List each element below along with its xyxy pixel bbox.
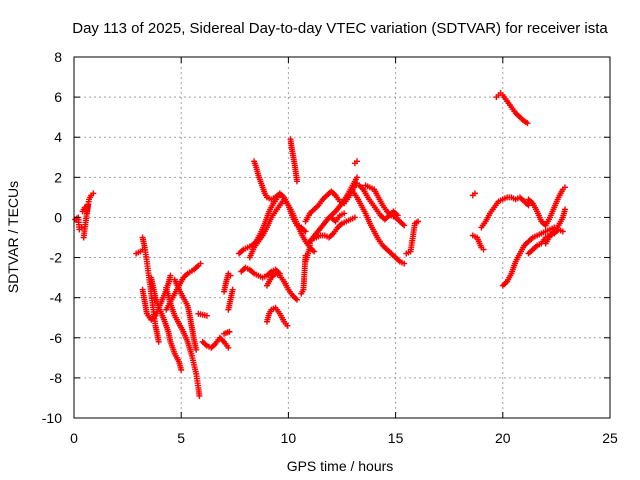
x-tick-label: 20 [495, 430, 511, 446]
y-tick-label: 6 [54, 89, 62, 105]
sdtvar-points-series [72, 90, 568, 399]
x-tick-label: 10 [281, 430, 297, 446]
x-tick-label: 5 [177, 430, 185, 446]
data-points [72, 90, 568, 399]
y-tick-label: 0 [54, 209, 62, 225]
x-tick-label: 15 [388, 430, 404, 446]
chart-title: Day 113 of 2025, Sidereal Day-to-day VTE… [72, 20, 608, 37]
y-tick-label: -4 [50, 290, 63, 306]
y-tick-label: 2 [54, 169, 62, 185]
y-tick-label: -2 [50, 250, 63, 266]
y-tick-label: 8 [54, 49, 62, 65]
x-axis-label: GPS time / hours [287, 458, 394, 474]
plot-frame [73, 56, 611, 419]
y-tick-labels: -10 -8 -6 -4 -2 0 2 4 6 8 [42, 49, 62, 426]
y-axis-label: SDTVAR / TECUs [5, 181, 21, 293]
x-tick-label: 0 [70, 430, 78, 446]
y-tick-label: -10 [42, 410, 62, 426]
y-tick-label: -6 [50, 330, 63, 346]
y-tick-label: 4 [54, 129, 62, 145]
y-tick-label: -8 [50, 370, 63, 386]
x-tick-label: 25 [602, 430, 618, 446]
x-tick-labels: 0 5 10 15 20 25 [70, 430, 618, 446]
axis-ticks [73, 56, 611, 419]
